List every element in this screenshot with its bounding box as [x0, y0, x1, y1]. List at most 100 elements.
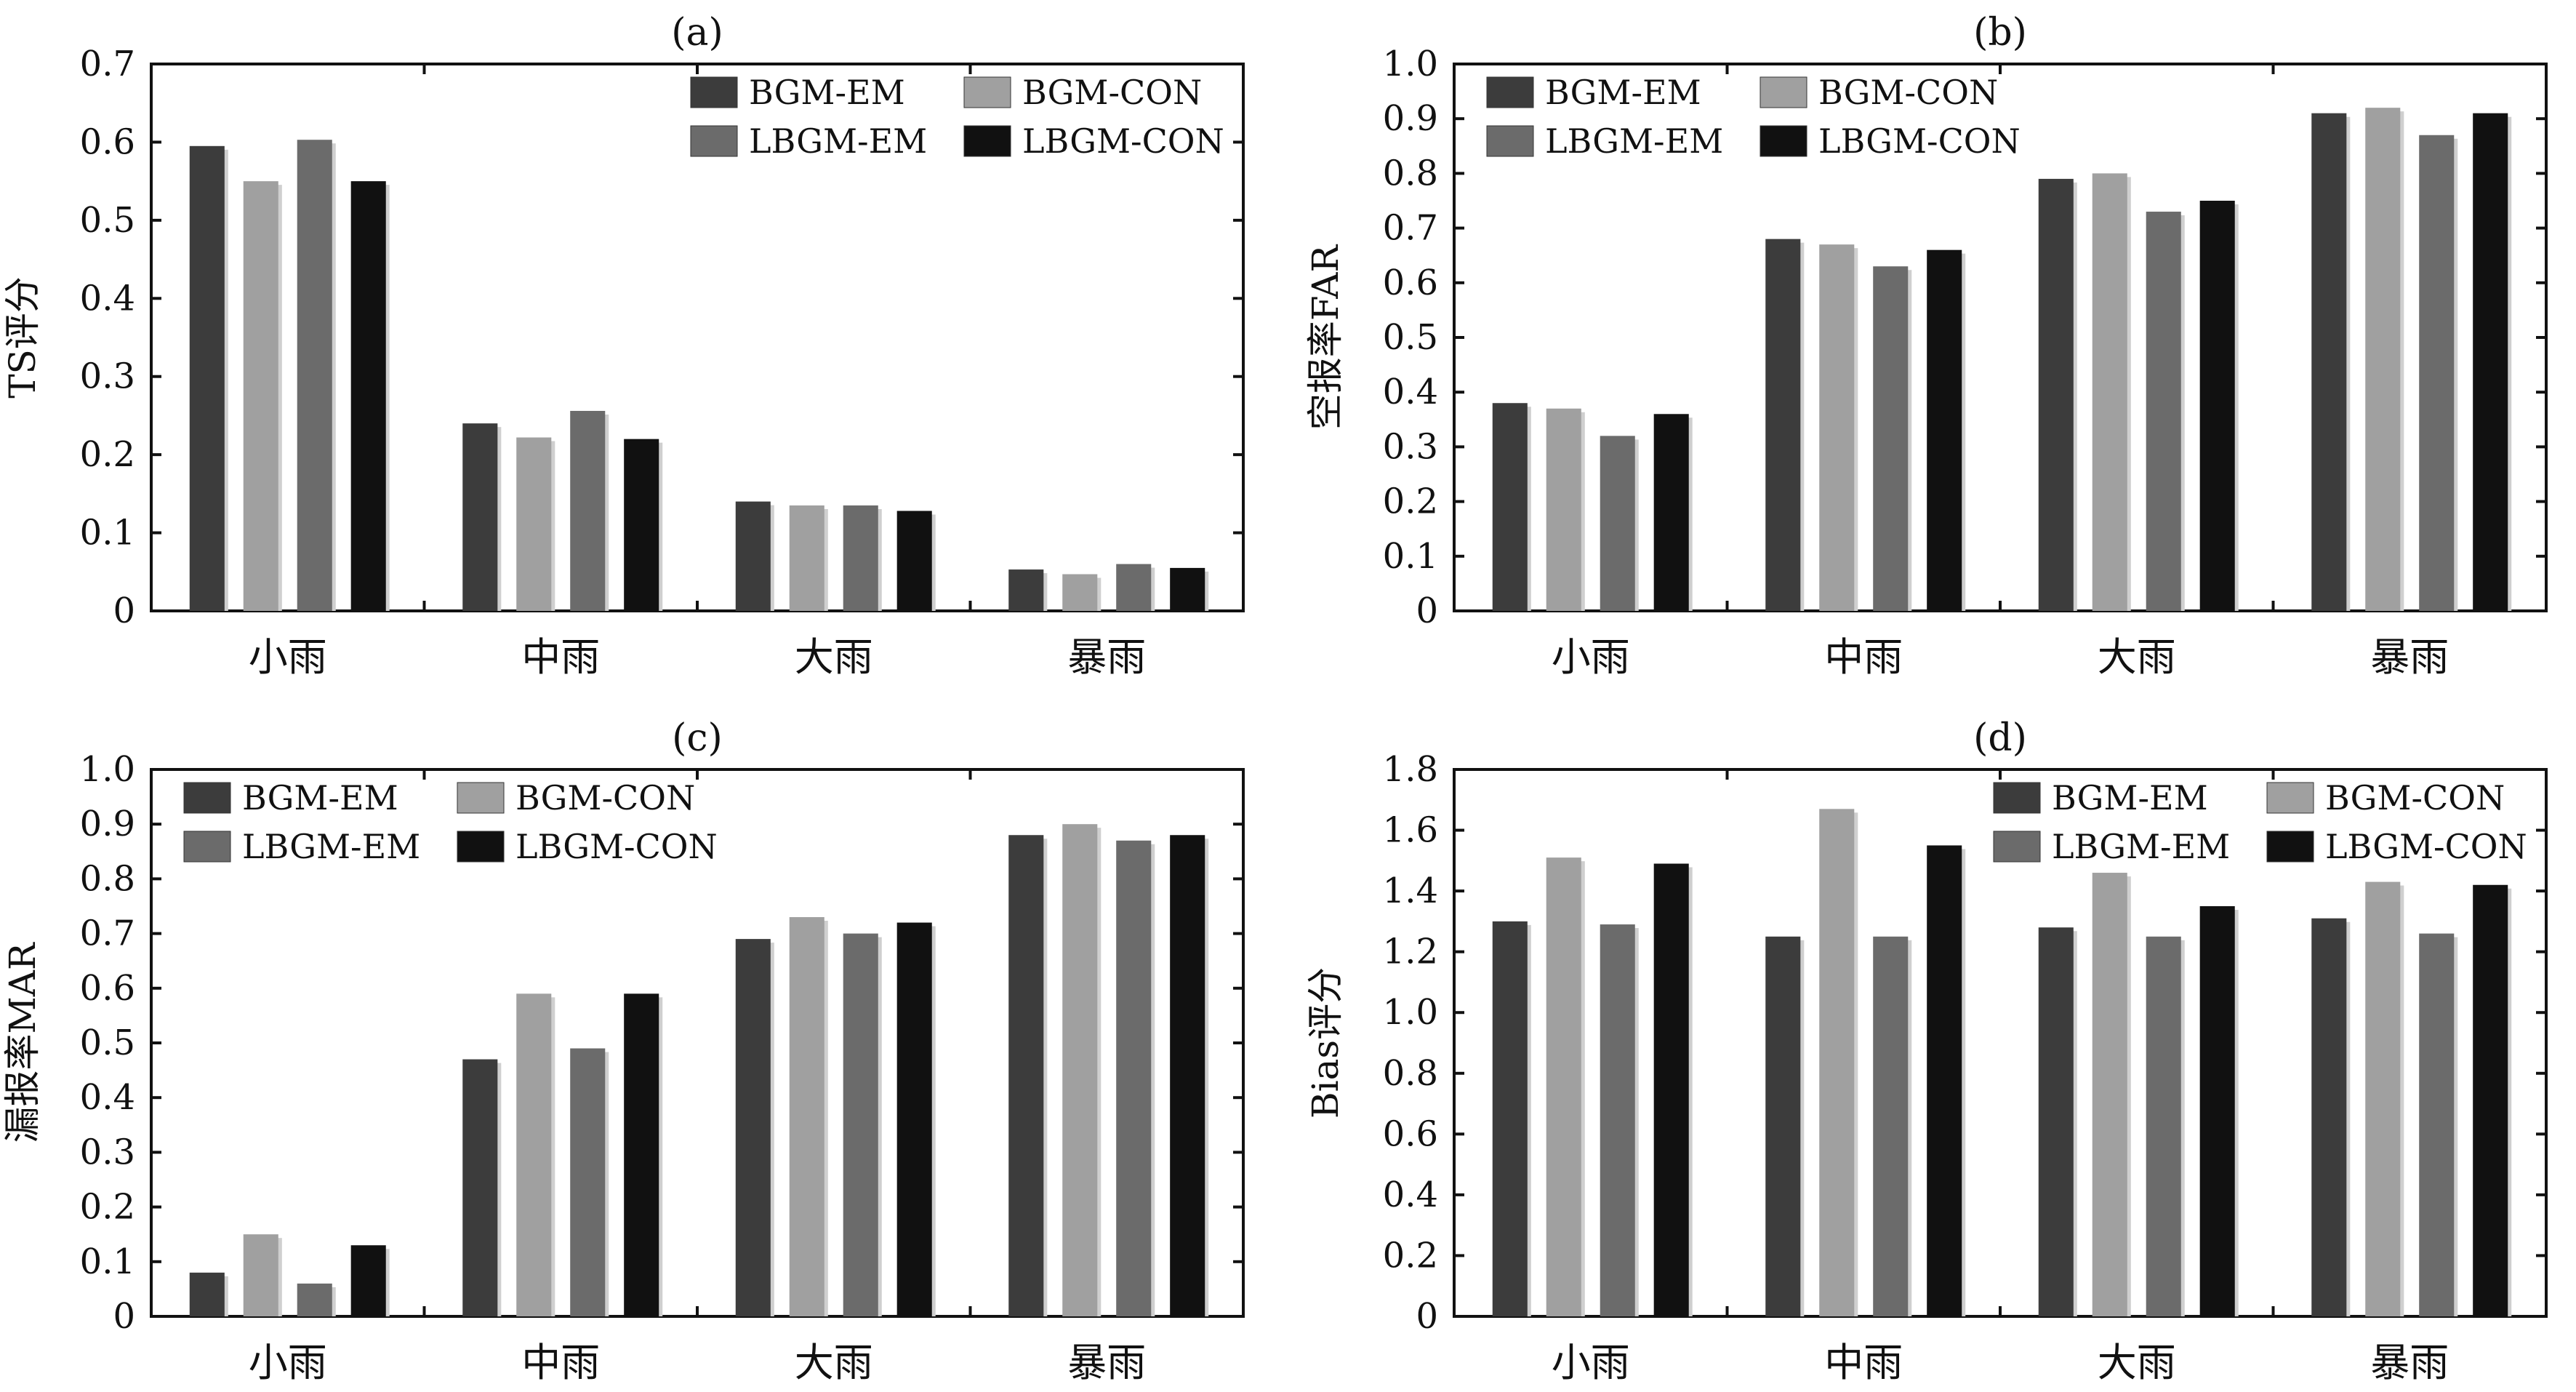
y-tick-label: 0.1: [1383, 536, 1438, 577]
y-tick-label: 0.2: [1383, 1235, 1438, 1276]
x-tick-label: 大雨: [2098, 634, 2176, 680]
bar: [2473, 884, 2508, 1316]
bar: [1492, 921, 1528, 1316]
x-tick-label: 小雨: [1552, 634, 1630, 680]
y-tick-label: 1.4: [1383, 871, 1438, 911]
legend-label: BGM-CON: [1022, 73, 1202, 112]
x-tick-label: 中雨: [1824, 634, 1903, 680]
y-tick-label: 0.5: [1383, 317, 1438, 358]
bar: [1927, 845, 1962, 1316]
panel-c: (c) 0 0.1 0.2 0.3 0.4 0.5 0.6 0.7 0.8 0.9 1.0 漏报率MAR…: [1, 716, 1245, 1385]
panel-label: (c): [672, 716, 723, 760]
legend-swatch: [1993, 782, 2041, 814]
legend-swatch: [183, 782, 231, 814]
bar: [624, 993, 659, 1316]
bar: [1008, 569, 1044, 611]
bar: [843, 505, 878, 611]
x-tick-label: 暴雨: [1067, 634, 1146, 680]
y-tick-label: 1.6: [1383, 810, 1438, 851]
y-tick-label: 0.8: [1383, 1053, 1438, 1094]
bar: [462, 423, 498, 611]
bar: [1600, 924, 1635, 1316]
bar: [1546, 857, 1581, 1316]
bar: [1546, 408, 1581, 611]
bar: [1765, 936, 1801, 1316]
legend-swatch: [690, 125, 738, 157]
legend-label: BGM-EM: [749, 73, 905, 112]
y-tick-label: 0.9: [1383, 98, 1438, 139]
legend-swatch: [1486, 125, 1534, 157]
y-axis-title: 漏报率MAR: [1, 942, 44, 1143]
legend-label: LBGM-EM: [242, 827, 420, 866]
y-tick-label: 0.3: [80, 1132, 135, 1172]
bar: [735, 939, 771, 1316]
y-tick-label: 1.0: [1383, 44, 1438, 84]
bar: [2038, 927, 2074, 1316]
y-tick-label: 1.0: [1383, 992, 1438, 1033]
bar: [350, 1245, 386, 1316]
bar: [843, 933, 878, 1316]
y-axis-title: 空报率FAR: [1304, 244, 1347, 430]
bar: [2473, 113, 2508, 611]
legend-label: LBGM-CON: [2325, 827, 2527, 866]
bar: [896, 922, 932, 1316]
y-tick-label: 0.2: [1383, 481, 1438, 522]
y-tick-label: 0.7: [80, 44, 135, 84]
bar: [462, 1059, 498, 1316]
legend-swatch: [1760, 125, 1807, 157]
y-tick-label: 0.2: [80, 1187, 135, 1228]
x-tick-label: 大雨: [795, 1340, 873, 1385]
panel-label: (d): [1973, 716, 2027, 760]
bar: [243, 1234, 278, 1316]
y-tick-label: 0: [1416, 591, 1438, 631]
y-tick-label: 0.1: [80, 1241, 135, 1282]
bar: [297, 1283, 332, 1316]
legend-swatch: [183, 831, 231, 863]
legend-label: BGM-CON: [1818, 73, 1998, 112]
bar: [1116, 840, 1152, 1316]
legend-swatch: [963, 125, 1011, 157]
legend-label: BGM-CON: [2325, 778, 2505, 817]
y-tick-label: 1.2: [1383, 932, 1438, 972]
x-tick-label: 中雨: [521, 1340, 600, 1385]
bar: [1653, 414, 1689, 611]
y-tick-label: 0.6: [80, 968, 135, 1009]
bar: [297, 140, 332, 612]
bar: [189, 1272, 225, 1316]
bar: [896, 511, 932, 611]
bar: [624, 439, 659, 611]
legend-swatch: [963, 76, 1011, 108]
x-tick-label: 小雨: [249, 1340, 327, 1385]
y-tick-label: 1.0: [80, 749, 135, 790]
x-tick-label: 大雨: [795, 634, 873, 680]
legend-swatch: [1486, 76, 1534, 108]
panel-b: (b) 0 0.1 0.2 0.3 0.4 0.5 0.6 0.7 0.8 0.9 1.0 空报率FAR…: [1304, 11, 2548, 680]
panel-label: (a): [671, 11, 723, 55]
y-tick-label: 0.4: [80, 1077, 135, 1118]
y-tick-label: 0.4: [80, 278, 135, 319]
legend-label: LBGM-EM: [749, 121, 927, 161]
bar: [516, 437, 552, 611]
bar: [1170, 567, 1205, 611]
y-tick-label: 0.8: [1383, 153, 1438, 193]
bar: [2199, 906, 2235, 1316]
legend-swatch: [457, 782, 505, 814]
x-tick-label: 小雨: [1552, 1340, 1630, 1385]
bar: [1600, 436, 1635, 611]
x-tick-label: 中雨: [1824, 1340, 1903, 1385]
bar: [735, 501, 771, 611]
bar: [2419, 933, 2455, 1316]
legend-swatch: [457, 831, 505, 863]
legend-label: LBGM-CON: [515, 827, 718, 866]
y-tick-label: 0.4: [1383, 372, 1438, 412]
x-tick-label: 暴雨: [1067, 1340, 1146, 1385]
legend-label: LBGM-CON: [1818, 121, 2021, 161]
y-tick-label: 0.2: [80, 434, 135, 475]
y-tick-label: 0.4: [1383, 1175, 1438, 1215]
legend-label: BGM-EM: [1545, 73, 1701, 112]
y-tick-label: 0.6: [1383, 1113, 1438, 1154]
bar: [2365, 108, 2401, 611]
